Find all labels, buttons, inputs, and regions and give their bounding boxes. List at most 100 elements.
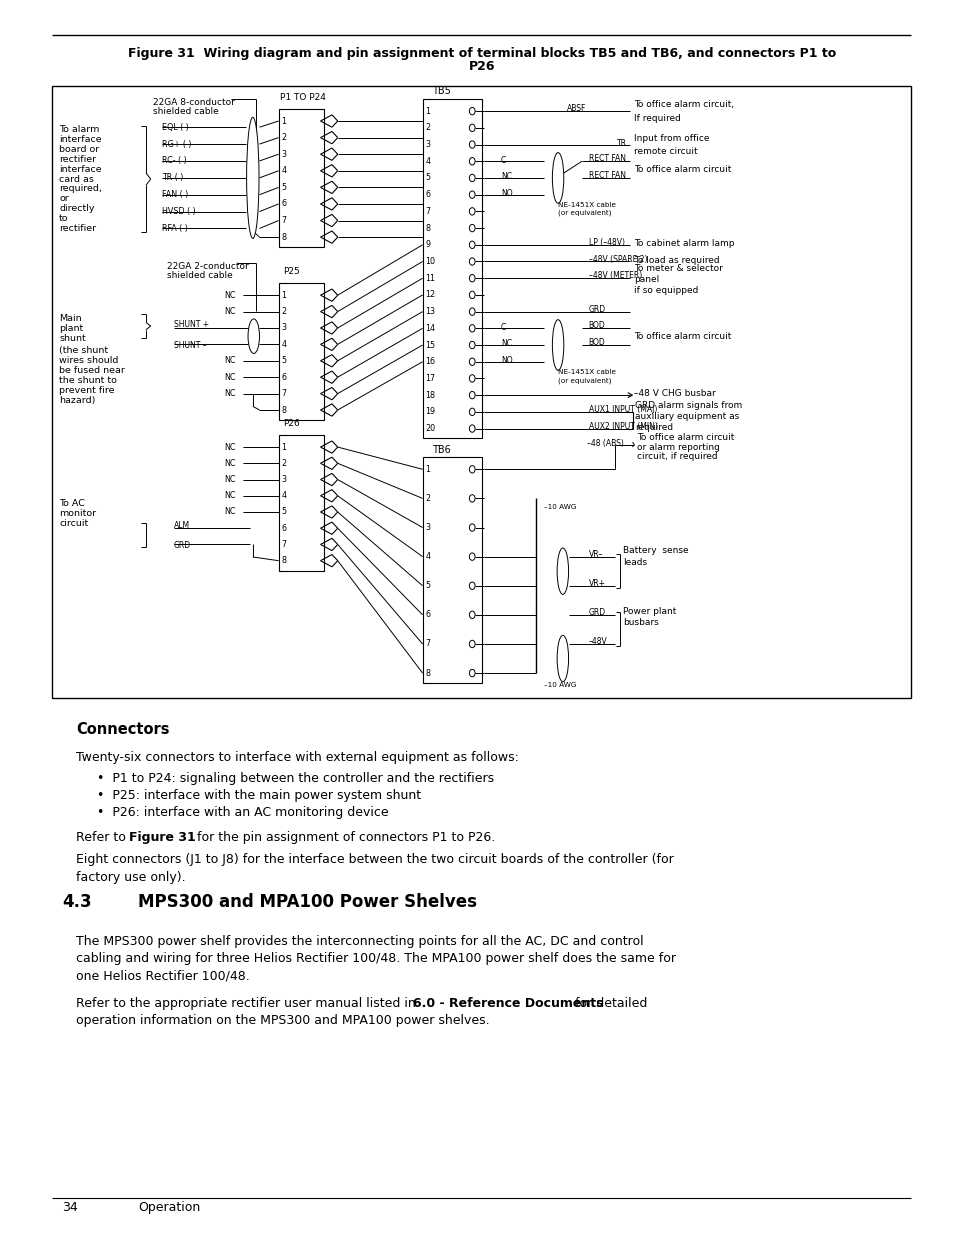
Text: interface: interface xyxy=(59,135,102,144)
Text: HVSD ( ): HVSD ( ) xyxy=(162,207,195,216)
Text: 1: 1 xyxy=(281,116,286,126)
Text: 1: 1 xyxy=(425,106,430,116)
Text: 1: 1 xyxy=(425,464,430,474)
Text: ALM: ALM xyxy=(173,521,190,530)
Text: Battery  sense: Battery sense xyxy=(622,546,688,555)
Text: 6: 6 xyxy=(281,199,286,209)
Text: shielded cable: shielded cable xyxy=(152,106,218,116)
Text: circuit, if required: circuit, if required xyxy=(637,452,718,462)
Text: BOD: BOD xyxy=(588,338,605,347)
Text: NC: NC xyxy=(224,475,235,484)
Text: –48 V CHG busbar: –48 V CHG busbar xyxy=(634,389,716,399)
Text: NC: NC xyxy=(224,508,235,516)
Text: monitor: monitor xyxy=(59,509,96,519)
Text: 4: 4 xyxy=(281,167,286,175)
Text: rectifier: rectifier xyxy=(59,154,96,164)
Text: directly: directly xyxy=(59,204,94,214)
Text: if so equipped: if so equipped xyxy=(634,287,698,295)
Text: Power plant: Power plant xyxy=(622,606,676,616)
Text: 8: 8 xyxy=(281,556,286,566)
Text: RECT FAN: RECT FAN xyxy=(588,170,625,180)
Text: 7: 7 xyxy=(425,207,430,216)
Text: GRD alarm signals from: GRD alarm signals from xyxy=(635,401,741,410)
Ellipse shape xyxy=(557,635,568,682)
Text: board or: board or xyxy=(59,144,99,154)
Text: NE-1451X cable: NE-1451X cable xyxy=(558,368,616,374)
Text: –48V (SPARE 2): –48V (SPARE 2) xyxy=(588,254,646,263)
Text: To cabinet alarm lamp: To cabinet alarm lamp xyxy=(634,240,734,248)
Text: 4: 4 xyxy=(281,492,286,500)
Text: NO: NO xyxy=(500,189,512,198)
Text: busbars: busbars xyxy=(622,618,658,627)
Text: (the shunt: (the shunt xyxy=(59,346,108,356)
Text: NO: NO xyxy=(500,356,512,366)
Text: To office alarm circuit,: To office alarm circuit, xyxy=(634,100,734,110)
Text: BOD: BOD xyxy=(588,321,605,330)
Text: 8: 8 xyxy=(425,668,430,678)
Text: NE-1451X cable: NE-1451X cable xyxy=(558,201,616,207)
Text: Refer to the appropriate rectifier user manual listed in: Refer to the appropriate rectifier user … xyxy=(76,997,419,1010)
Text: •  P1 to P24: signaling between the controller and the rectifiers: • P1 to P24: signaling between the contr… xyxy=(97,772,494,785)
Text: 34: 34 xyxy=(62,1202,78,1214)
Text: –48V: –48V xyxy=(588,637,607,646)
Text: the shunt to: the shunt to xyxy=(59,375,117,385)
Bar xyxy=(52,86,910,698)
Text: 13: 13 xyxy=(425,308,435,316)
Text: NC: NC xyxy=(224,356,235,366)
Text: To office alarm circuit: To office alarm circuit xyxy=(634,332,731,341)
Text: TR: TR xyxy=(617,138,626,148)
Text: TB5: TB5 xyxy=(432,86,451,96)
Text: •  P25: interface with the main power system shunt: • P25: interface with the main power sys… xyxy=(97,789,421,803)
Text: P26: P26 xyxy=(468,61,495,73)
Text: P26: P26 xyxy=(283,419,300,429)
Text: 10: 10 xyxy=(425,257,435,266)
Text: operation information on the MPS300 and MPA100 power shelves.: operation information on the MPS300 and … xyxy=(76,1014,490,1028)
Text: be fused near: be fused near xyxy=(59,366,125,375)
Text: NC: NC xyxy=(224,458,235,468)
Text: 12: 12 xyxy=(425,290,436,299)
Text: To office alarm circuit: To office alarm circuit xyxy=(637,432,734,442)
Text: To load as required: To load as required xyxy=(634,256,720,264)
Text: Figure 31: Figure 31 xyxy=(129,831,195,845)
Text: AUX1 INPUT (MAJ): AUX1 INPUT (MAJ) xyxy=(588,405,657,414)
Text: RC- ( ): RC- ( ) xyxy=(162,157,187,165)
Text: 7: 7 xyxy=(281,389,286,398)
Text: 22GA 2-conductor: 22GA 2-conductor xyxy=(167,262,249,272)
Text: 2: 2 xyxy=(425,494,430,503)
Text: SHUNT +: SHUNT + xyxy=(173,320,209,329)
Text: 6.0 - Reference Documents: 6.0 - Reference Documents xyxy=(413,997,603,1010)
Text: The MPS300 power shelf provides the interconnecting points for all the AC, DC an: The MPS300 power shelf provides the inte… xyxy=(76,935,643,948)
Text: 14: 14 xyxy=(425,324,435,332)
Text: 22GA 8-conductor: 22GA 8-conductor xyxy=(152,98,234,107)
Bar xyxy=(278,109,324,247)
Text: interface: interface xyxy=(59,164,102,174)
Text: 5: 5 xyxy=(425,173,430,183)
Text: RG+ ( ): RG+ ( ) xyxy=(162,140,192,148)
Text: To meter & selector: To meter & selector xyxy=(634,264,722,273)
Text: C: C xyxy=(500,322,506,331)
Text: rectifier: rectifier xyxy=(59,224,96,233)
Text: shielded cable: shielded cable xyxy=(167,270,233,280)
Text: factory use only).: factory use only). xyxy=(76,871,186,884)
Text: prevent fire: prevent fire xyxy=(59,385,114,395)
Text: leads: leads xyxy=(622,558,646,567)
Text: auxiliary equipment as: auxiliary equipment as xyxy=(635,412,739,421)
Text: 6: 6 xyxy=(281,373,286,382)
Text: To AC: To AC xyxy=(59,499,85,509)
Ellipse shape xyxy=(246,117,258,238)
Text: 1: 1 xyxy=(281,290,286,300)
Text: GRD: GRD xyxy=(588,608,605,618)
Text: 3: 3 xyxy=(425,140,430,149)
Text: 3: 3 xyxy=(281,475,286,484)
Text: circuit: circuit xyxy=(59,519,89,529)
Text: 4: 4 xyxy=(425,552,430,561)
Text: VR+: VR+ xyxy=(588,579,605,588)
Text: or: or xyxy=(59,194,69,204)
Text: If required: If required xyxy=(634,114,680,124)
Text: SHUNT –: SHUNT – xyxy=(173,341,206,351)
Text: P25: P25 xyxy=(283,267,300,277)
Text: GRD: GRD xyxy=(588,305,605,314)
Text: 18: 18 xyxy=(425,390,435,400)
Bar xyxy=(278,283,324,420)
Text: 11: 11 xyxy=(425,274,435,283)
